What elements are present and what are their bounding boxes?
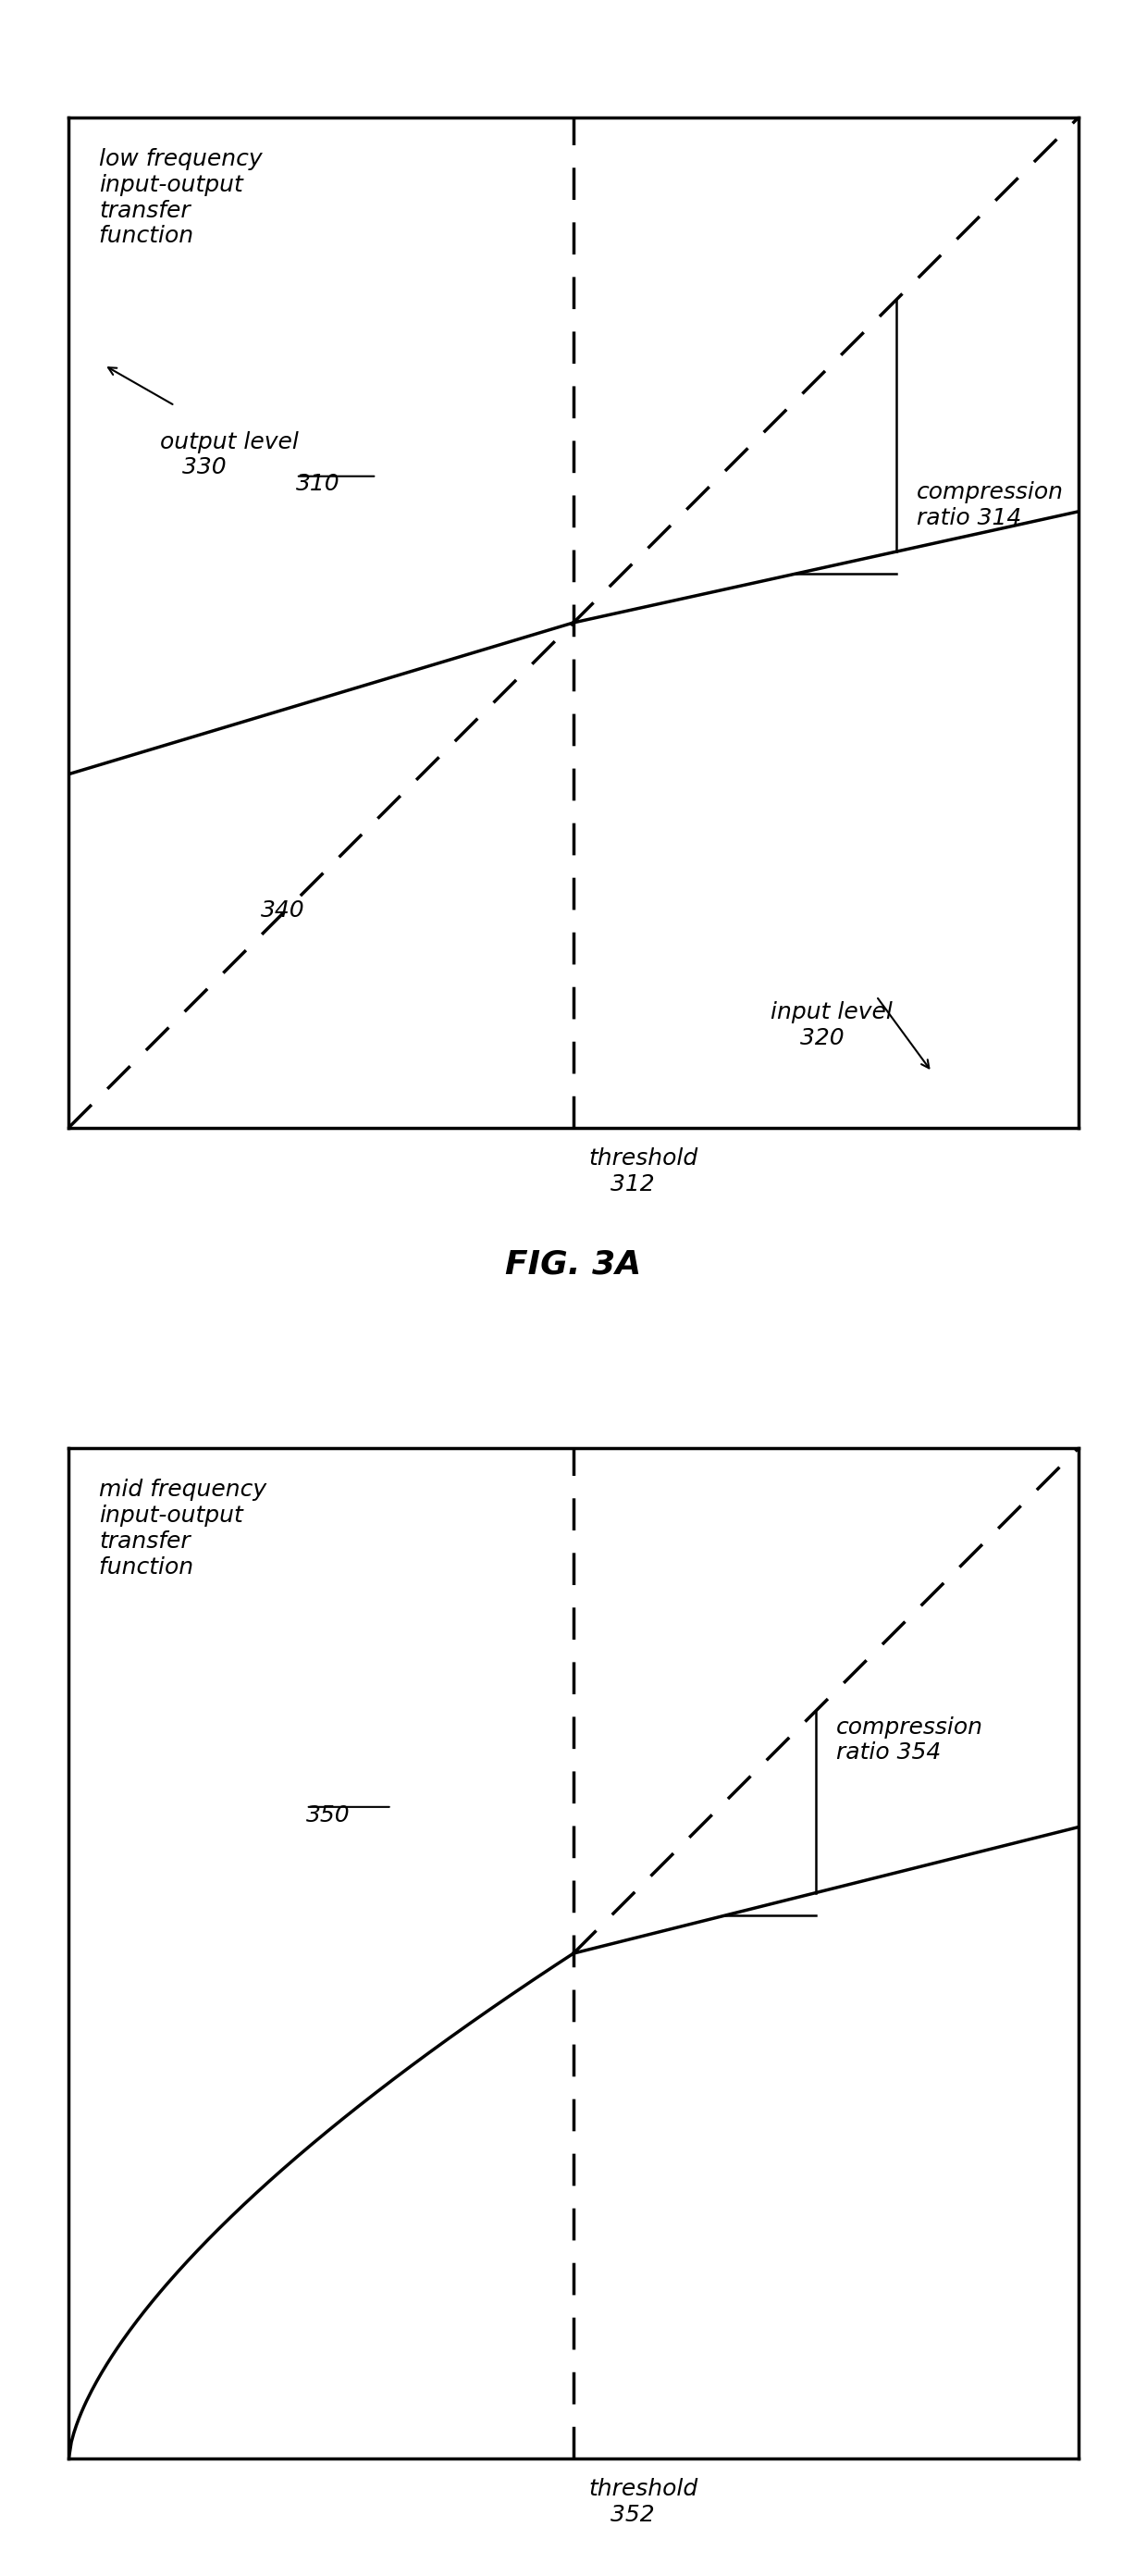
- Text: compression
ratio 354: compression ratio 354: [836, 1716, 983, 1765]
- Text: 310: 310: [296, 474, 340, 495]
- Text: FIG. 3A: FIG. 3A: [506, 1249, 641, 1280]
- Text: input level
    320: input level 320: [771, 1002, 892, 1048]
- Text: output level
   330: output level 330: [159, 430, 298, 479]
- Text: 350: 350: [306, 1803, 350, 1826]
- Text: 340: 340: [260, 899, 305, 922]
- Text: mid frequency
input-output
transfer
function: mid frequency input-output transfer func…: [99, 1479, 266, 1579]
- Text: low frequency
input-output
transfer
function: low frequency input-output transfer func…: [99, 147, 263, 247]
- Text: threshold
   352: threshold 352: [588, 2478, 699, 2527]
- Text: compression
ratio 314: compression ratio 314: [916, 482, 1063, 528]
- Text: threshold
   312: threshold 312: [588, 1149, 699, 1195]
